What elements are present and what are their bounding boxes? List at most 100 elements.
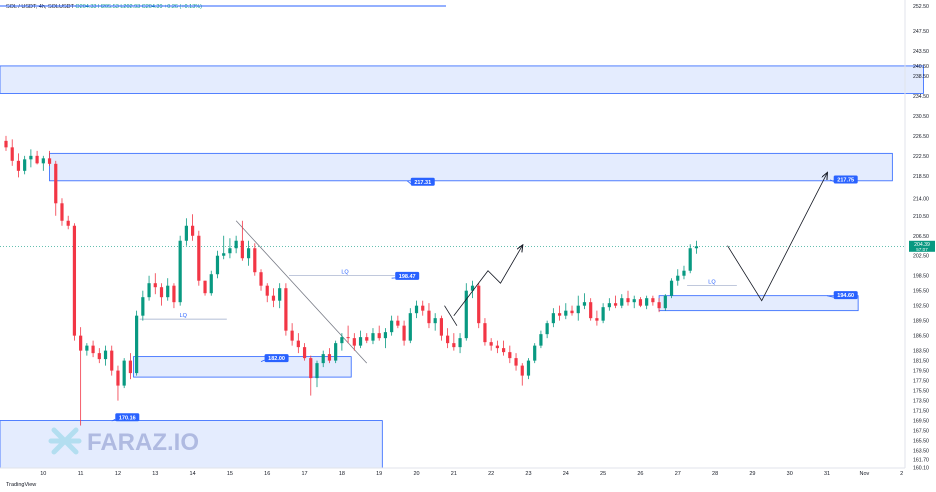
- candle[interactable]: [340, 333, 344, 351]
- candle[interactable]: [520, 363, 524, 386]
- candle[interactable]: [284, 283, 288, 336]
- candle[interactable]: [390, 315, 394, 336]
- candle[interactable]: [228, 238, 232, 259]
- candle[interactable]: [253, 243, 257, 276]
- candle[interactable]: [23, 155, 27, 175]
- level-label-box-2[interactable]: [395, 271, 420, 280]
- candle[interactable]: [489, 338, 493, 351]
- level-label-box-1[interactable]: [833, 175, 858, 184]
- candle[interactable]: [663, 294, 667, 311]
- candle[interactable]: [184, 218, 188, 246]
- candle[interactable]: [371, 328, 375, 345]
- candle[interactable]: [383, 328, 388, 349]
- candle[interactable]: [458, 333, 462, 354]
- candle[interactable]: [309, 355, 313, 396]
- candle[interactable]: [582, 293, 587, 310]
- candle[interactable]: [66, 215, 70, 230]
- level-label-box-5[interactable]: [115, 413, 140, 422]
- candle[interactable]: [433, 313, 437, 331]
- candle[interactable]: [402, 320, 406, 346]
- candle[interactable]: [514, 353, 518, 371]
- candle[interactable]: [620, 294, 624, 309]
- candle[interactable]: [35, 150, 39, 165]
- candle[interactable]: [421, 300, 425, 316]
- candle[interactable]: [452, 333, 456, 351]
- candle[interactable]: [91, 340, 95, 358]
- candle[interactable]: [595, 310, 599, 326]
- candle[interactable]: [222, 235, 226, 260]
- candle[interactable]: [203, 280, 207, 296]
- level-label-box-3[interactable]: [833, 291, 858, 300]
- candle[interactable]: [234, 235, 238, 254]
- candle[interactable]: [85, 343, 89, 356]
- candle[interactable]: [278, 283, 282, 309]
- candle[interactable]: [632, 295, 636, 309]
- candle[interactable]: [464, 283, 468, 341]
- candle[interactable]: [607, 298, 611, 311]
- projection-path-2[interactable]: [444, 305, 458, 326]
- candle[interactable]: [60, 198, 64, 226]
- candle[interactable]: [688, 244, 692, 274]
- candle[interactable]: [29, 149, 33, 168]
- candle[interactable]: [589, 298, 593, 321]
- candle[interactable]: [446, 328, 450, 349]
- candle[interactable]: [41, 155, 45, 171]
- price-zone-2[interactable]: [133, 356, 352, 378]
- candle[interactable]: [47, 150, 52, 166]
- candle[interactable]: [396, 315, 400, 329]
- candle[interactable]: [147, 275, 151, 301]
- candle[interactable]: [545, 320, 549, 339]
- candle[interactable]: [135, 310, 139, 376]
- candle[interactable]: [166, 278, 170, 301]
- level-label-box-4[interactable]: [264, 354, 289, 363]
- candle[interactable]: [483, 318, 487, 346]
- tradingview-brand[interactable]: TradingView: [6, 482, 37, 488]
- candle[interactable]: [4, 135, 8, 151]
- trendline[interactable]: [235, 220, 368, 364]
- candle[interactable]: [676, 269, 680, 286]
- candle[interactable]: [240, 220, 244, 261]
- candle[interactable]: [79, 327, 83, 426]
- candle[interactable]: [427, 303, 431, 329]
- candle[interactable]: [564, 303, 568, 320]
- candle[interactable]: [215, 250, 220, 279]
- candle[interactable]: [259, 269, 263, 291]
- candle[interactable]: [439, 315, 443, 341]
- level-label-box-0[interactable]: [410, 177, 435, 186]
- candle[interactable]: [97, 348, 101, 364]
- candle[interactable]: [116, 365, 120, 401]
- candle[interactable]: [533, 343, 537, 364]
- candle[interactable]: [141, 290, 145, 321]
- candle[interactable]: [626, 290, 630, 306]
- candle[interactable]: [72, 223, 77, 341]
- candle[interactable]: [327, 348, 332, 364]
- price-zone-3[interactable]: [0, 420, 383, 469]
- candle[interactable]: [570, 305, 574, 316]
- candle[interactable]: [271, 288, 276, 308]
- candle[interactable]: [54, 160, 58, 216]
- price-zone-1[interactable]: [49, 152, 893, 182]
- candle[interactable]: [321, 350, 325, 368]
- candle[interactable]: [645, 295, 649, 310]
- projection-path-0[interactable]: [453, 246, 523, 316]
- candle[interactable]: [495, 340, 499, 354]
- candle[interactable]: [334, 340, 338, 364]
- candle[interactable]: [315, 360, 319, 388]
- candle[interactable]: [346, 325, 350, 344]
- candle[interactable]: [694, 240, 699, 254]
- candle[interactable]: [477, 283, 481, 329]
- candle[interactable]: [153, 273, 157, 295]
- candle[interactable]: [365, 333, 369, 344]
- candle[interactable]: [414, 300, 419, 319]
- candle[interactable]: [470, 280, 475, 299]
- candle[interactable]: [557, 305, 562, 321]
- candle[interactable]: [352, 333, 356, 351]
- candle[interactable]: [103, 345, 108, 366]
- candle[interactable]: [191, 214, 195, 241]
- symbol-label[interactable]: SOL / USDT, 4h, SOLUSDT: [6, 4, 74, 10]
- price-zone-0[interactable]: [0, 65, 924, 94]
- candle[interactable]: [265, 283, 269, 303]
- candle[interactable]: [358, 330, 363, 349]
- candle[interactable]: [178, 235, 182, 306]
